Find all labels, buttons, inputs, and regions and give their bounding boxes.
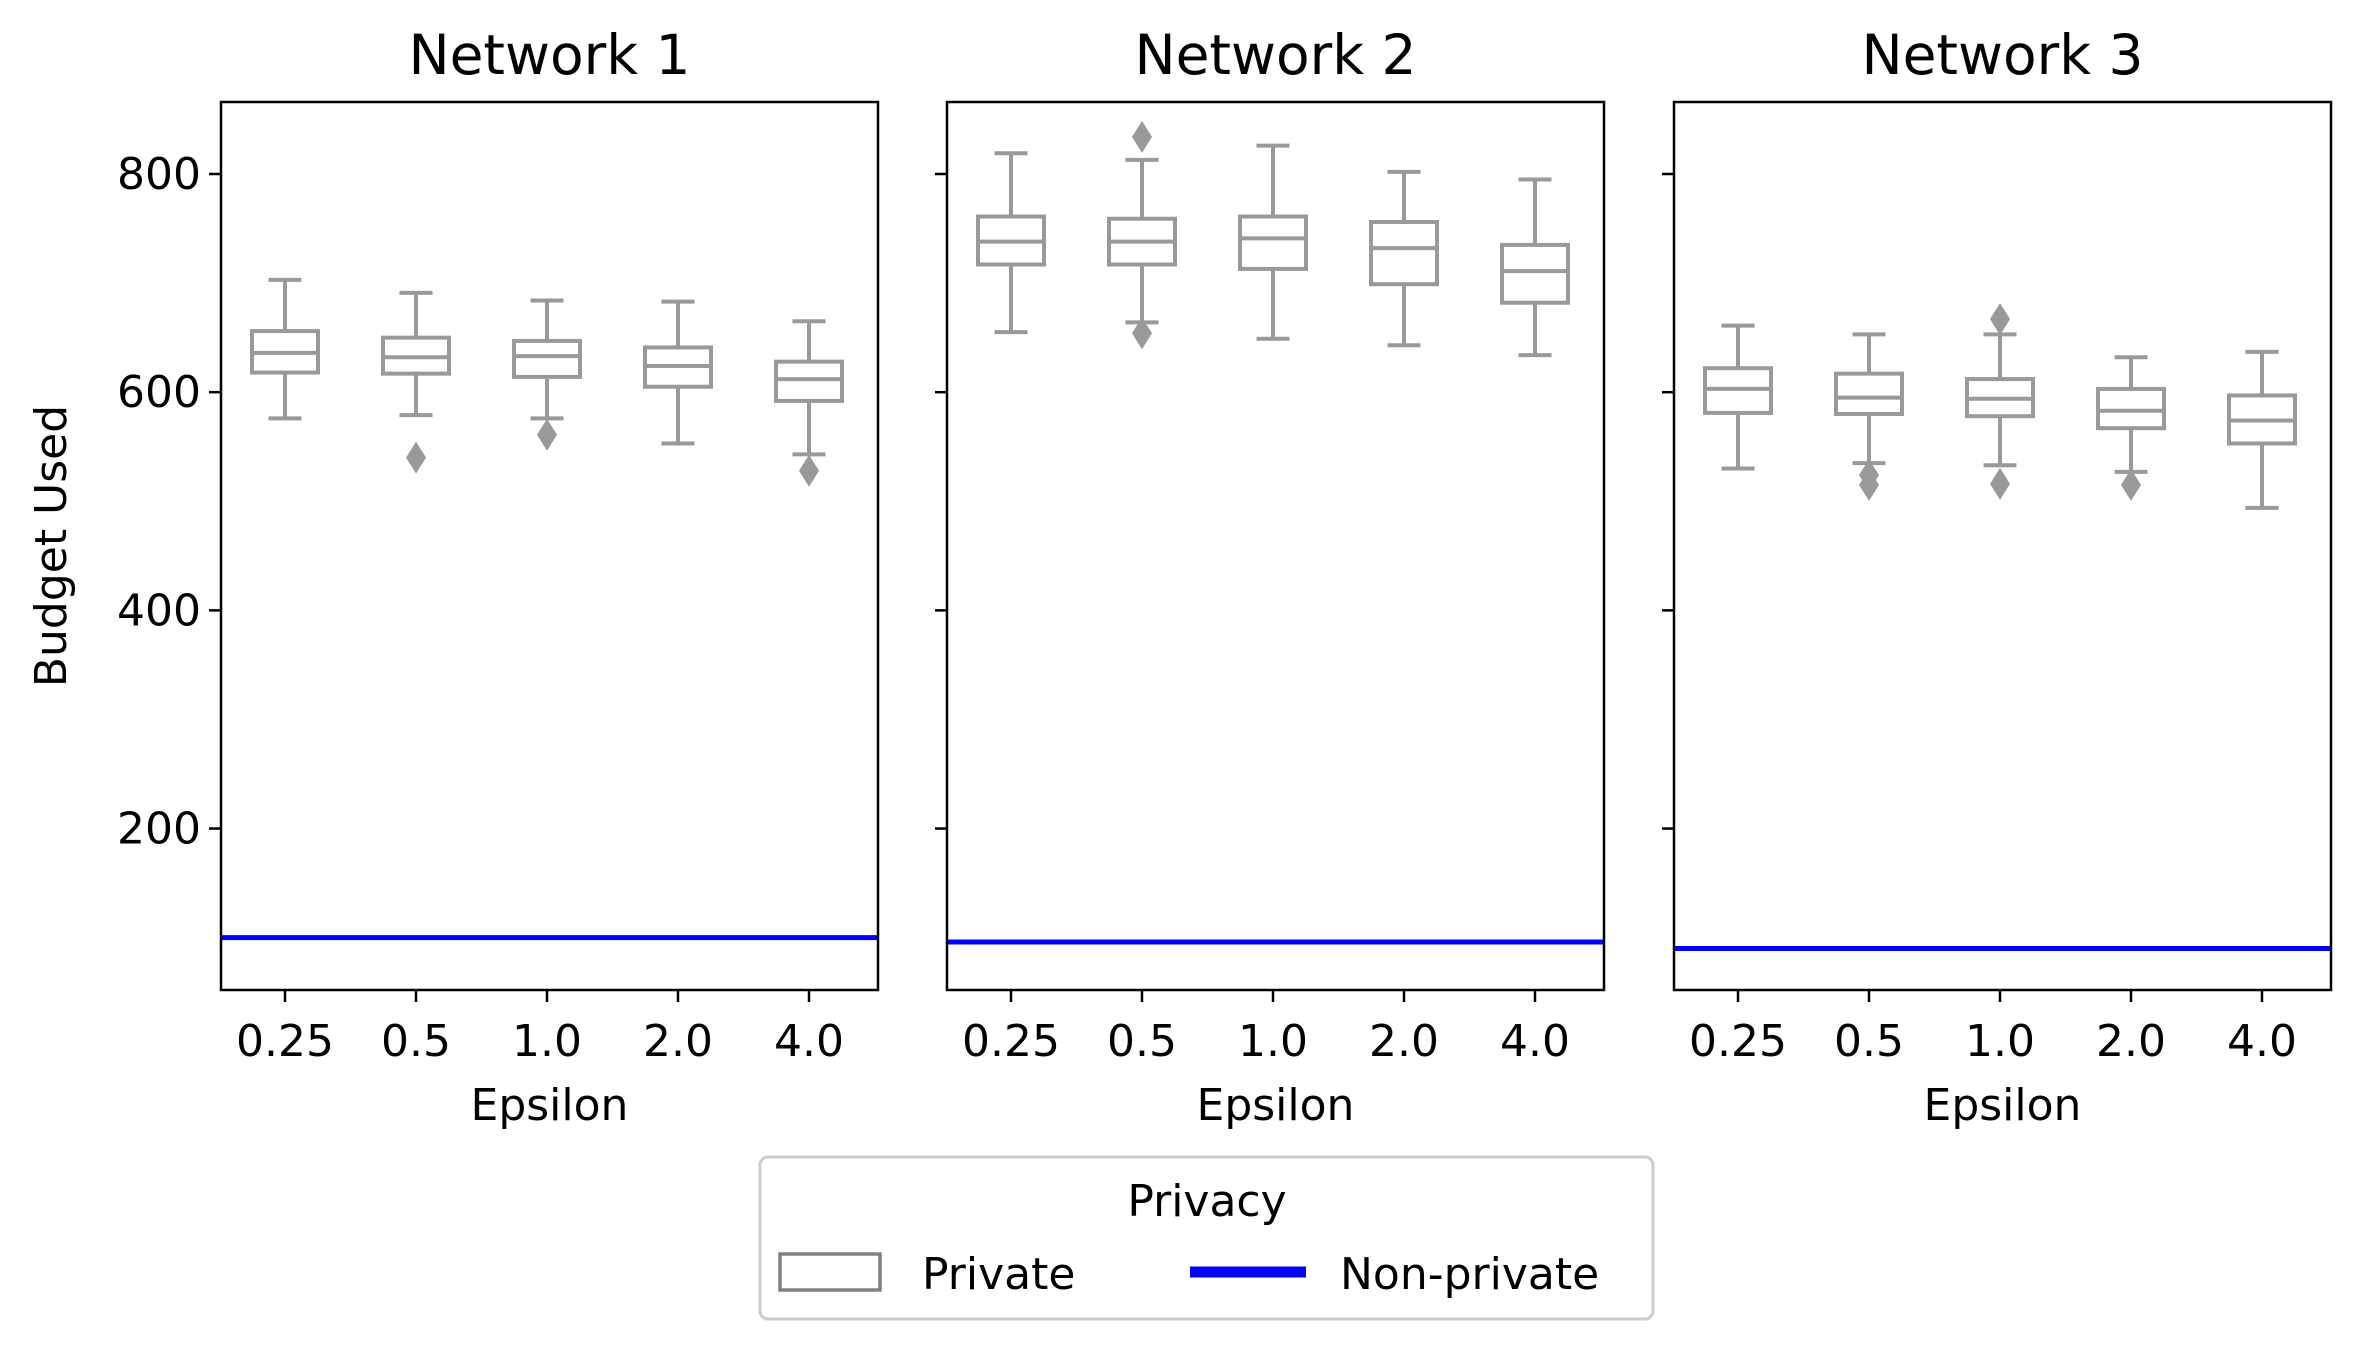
x-tick-label: 1.0: [1965, 1016, 2035, 1067]
outlier-point: [1132, 120, 1152, 153]
x-tick-label: 1.0: [512, 1016, 582, 1067]
y-tick-label: 600: [117, 367, 201, 418]
y-axis-label: Budget Used: [26, 405, 77, 687]
legend: Privacy Private Non-private: [758, 1155, 1655, 1321]
legend-frame: [758, 1155, 1655, 1321]
box-0.25: [250, 277, 320, 421]
panel-title: Network 3: [1861, 23, 2143, 87]
box-2.0: [643, 299, 713, 446]
x-tick-label: 4.0: [774, 1016, 844, 1067]
x-tick-label: 0.25: [1689, 1016, 1787, 1067]
x-tick-label: 0.5: [1107, 1016, 1177, 1067]
axes-frame: [1672, 100, 2333, 992]
y-tick-label: 400: [117, 585, 201, 636]
box-0.25: [976, 151, 1046, 335]
box-0.25: [1703, 323, 1773, 471]
box-0.5: [381, 290, 451, 474]
x-tick-label: 0.5: [381, 1016, 451, 1067]
box-2.0: [2096, 355, 2166, 501]
outlier-point: [1990, 303, 2010, 336]
x-tick-label: 0.5: [1834, 1016, 1904, 1067]
box-4.0: [2227, 349, 2297, 510]
panel-title: Network 2: [1134, 23, 1416, 87]
x-axis-label: Epsilon: [471, 1080, 629, 1131]
box-4.0: [1500, 177, 1570, 358]
legend-label-private: Private: [922, 1249, 1075, 1300]
outlier-point: [537, 418, 557, 451]
x-axis-label: Epsilon: [1924, 1080, 2082, 1131]
outlier-point: [1859, 468, 1879, 501]
panel-1: Network 1 200 400 600 800 Budget Used 0.25 0.5 1…: [26, 23, 880, 1131]
box-1.0: [1965, 303, 2035, 500]
outlier-point: [1132, 317, 1152, 350]
box-4.0: [774, 319, 844, 487]
x-tick-label: 2.0: [643, 1016, 713, 1067]
box-1.0: [512, 298, 582, 451]
axes-frame: [945, 100, 1606, 992]
x-axis-label: Epsilon: [1197, 1080, 1355, 1131]
box-0.5: [1107, 120, 1177, 350]
box-iqr: [1500, 242, 1570, 305]
x-tick-label: 1.0: [1238, 1016, 1308, 1067]
panel-3: Network 3 0.25 0.5 1.0 2.0 4.0 Epsilon: [1662, 23, 2333, 1131]
box-iqr: [1238, 214, 1308, 271]
outlier-point: [1990, 467, 2010, 500]
x-tick-label: 4.0: [2227, 1016, 2297, 1067]
box-iqr: [1834, 371, 1904, 416]
x-tick-label: 0.25: [962, 1016, 1060, 1067]
y-tick-label: 800: [117, 149, 201, 200]
panel-title: Network 1: [408, 23, 690, 87]
legend-swatch-private: [778, 1252, 882, 1292]
box-2.0: [1369, 169, 1439, 348]
box-iqr: [1369, 220, 1439, 287]
axes-frame: [219, 100, 880, 992]
y-tick-label: 200: [117, 804, 201, 855]
outlier-point: [406, 441, 426, 474]
legend-label-nonprivate: Non-private: [1340, 1249, 1599, 1300]
box-iqr: [2096, 386, 2166, 431]
outlier-point: [2121, 468, 2141, 501]
box-1.0: [1238, 143, 1308, 341]
x-tick-label: 4.0: [1500, 1016, 1570, 1067]
box-iqr: [774, 359, 844, 403]
x-tick-label: 0.25: [236, 1016, 334, 1067]
box-iqr: [512, 338, 582, 379]
panel-2: Network 2 0.25 0.5 1.0 2.0 4.0 Epsilon: [935, 23, 1606, 1131]
panels: Network 1 200 400 600 800 Budget Used 0.25 0.5 1…: [26, 23, 2333, 1131]
x-tick-label: 2.0: [2096, 1016, 2166, 1067]
legend-title: Privacy: [1127, 1176, 1286, 1227]
x-tick-label: 2.0: [1369, 1016, 1439, 1067]
outlier-point: [799, 454, 819, 487]
box-0.5: [1834, 332, 1904, 501]
